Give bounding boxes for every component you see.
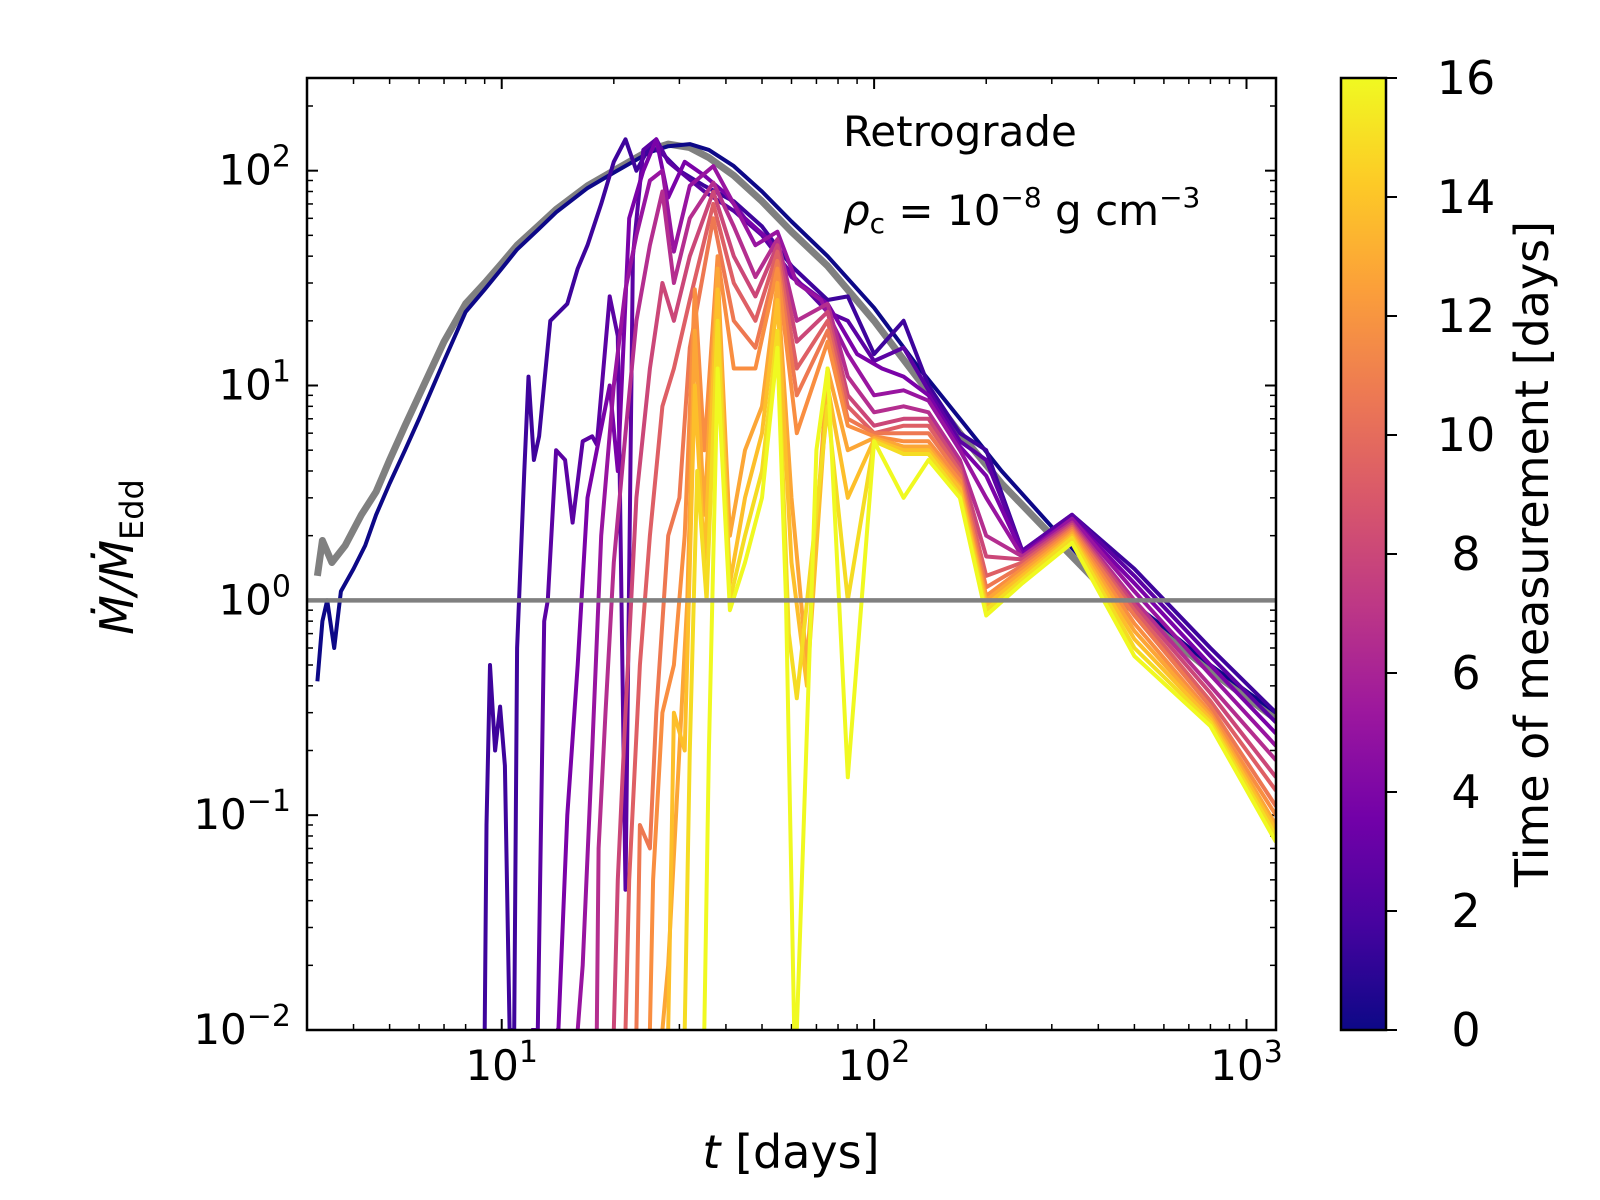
- series-line-6: [594, 180, 1276, 1030]
- annotation-formula: ρc = 10−8 g cm−3: [843, 181, 1200, 240]
- colorbar-tick-label: 16: [1437, 51, 1496, 105]
- series-line-7: [611, 189, 1276, 1030]
- colorbar-tick-label: 4: [1451, 765, 1480, 819]
- y-tick-label: 100: [218, 569, 291, 624]
- series-line-10: [647, 254, 1276, 1030]
- x-tick-label: 101: [465, 1035, 538, 1090]
- colorbar-tick-label: 0: [1451, 1003, 1480, 1057]
- colorbar-tick-label: 10: [1437, 408, 1496, 462]
- colorbar-tick-label: 12: [1437, 289, 1496, 343]
- colorbar-ticks: 0 2 4 6 8 10 12 14 16: [1386, 51, 1495, 1057]
- colorbar-tick-label: 8: [1451, 527, 1480, 581]
- y-tick-label: 101: [218, 355, 291, 410]
- series-line-8: [623, 201, 1276, 1030]
- colorbar-tick-label: 2: [1451, 884, 1480, 938]
- series-line-5: [575, 164, 1276, 1030]
- series-line-1: [315, 142, 1276, 715]
- series-line-14: [702, 345, 1276, 1030]
- y-tick-label: 10−1: [193, 784, 291, 839]
- colorbar: [1339, 76, 1388, 1032]
- x-axis-label: t [days]: [702, 1125, 879, 1179]
- series-line-9: [634, 216, 1276, 1030]
- plot-frame: [305, 76, 1278, 1032]
- y-axis-label: Ṁ/ṀEdd: [90, 479, 151, 635]
- x-tick-label: 102: [838, 1035, 911, 1090]
- colorbar-tick-label: 14: [1437, 170, 1496, 224]
- major-ticks: 101 102 103 10−2 10−1 100 101 102: [193, 78, 1283, 1090]
- colorbar-tick-label: 6: [1451, 646, 1480, 700]
- y-tick-label: 10−2: [193, 999, 291, 1054]
- series-layer: [307, 137, 1276, 1030]
- x-tick-label: 103: [1210, 1035, 1283, 1090]
- annotation-title: Retrograde: [843, 107, 1077, 156]
- y-tick-label: 102: [218, 140, 291, 195]
- colorbar-label: Time of measurement [days]: [1505, 221, 1559, 888]
- series-line-3: [531, 137, 1276, 1030]
- series-line-2: [482, 137, 1276, 1030]
